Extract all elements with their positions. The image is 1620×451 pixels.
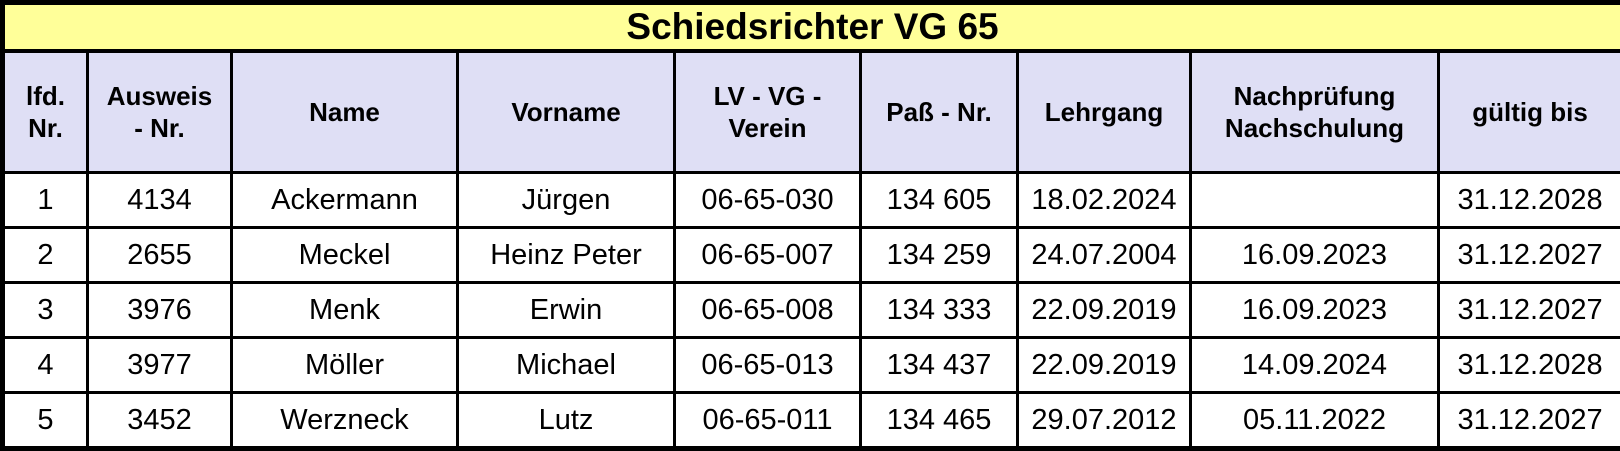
title-row: Schiedsrichter VG 65 (3, 3, 1620, 52)
cell-lehrgang: 18.02.2024 (1018, 173, 1191, 228)
cell-name: Werzneck (232, 393, 458, 449)
cell-vorname: Michael (458, 338, 675, 393)
table-row: 1 4134 Ackermann Jürgen 06-65-030 134 60… (3, 173, 1620, 228)
cell-lv-vg-verein: 06-65-008 (675, 283, 861, 338)
cell-lfd-nr: 2 (3, 228, 88, 283)
header-gueltig-bis: gültig bis (1439, 51, 1620, 173)
cell-lfd-nr: 4 (3, 338, 88, 393)
cell-lfd-nr: 3 (3, 283, 88, 338)
cell-nachpruefung: 05.11.2022 (1191, 393, 1439, 449)
cell-pass-nr: 134 605 (861, 173, 1018, 228)
cell-name: Meckel (232, 228, 458, 283)
column-header-row: lfd. Nr. Ausweis - Nr. Name Vorname LV -… (3, 51, 1620, 173)
cell-name: Menk (232, 283, 458, 338)
page-title: Schiedsrichter VG 65 (3, 3, 1620, 52)
header-lv-vg-verein: LV - VG - Verein (675, 51, 861, 173)
cell-nachpruefung: 16.09.2023 (1191, 283, 1439, 338)
cell-lfd-nr: 5 (3, 393, 88, 449)
cell-pass-nr: 134 259 (861, 228, 1018, 283)
cell-nachpruefung: 14.09.2024 (1191, 338, 1439, 393)
header-lfd-nr: lfd. Nr. (3, 51, 88, 173)
cell-ausweis-nr: 3452 (88, 393, 232, 449)
cell-lehrgang: 29.07.2012 (1018, 393, 1191, 449)
cell-nachpruefung: 16.09.2023 (1191, 228, 1439, 283)
table-row: 2 2655 Meckel Heinz Peter 06-65-007 134 … (3, 228, 1620, 283)
cell-name: Ackermann (232, 173, 458, 228)
cell-lv-vg-verein: 06-65-007 (675, 228, 861, 283)
header-vorname: Vorname (458, 51, 675, 173)
cell-gueltig-bis: 31.12.2028 (1439, 338, 1620, 393)
cell-nachpruefung (1191, 173, 1439, 228)
cell-vorname: Erwin (458, 283, 675, 338)
cell-pass-nr: 134 437 (861, 338, 1018, 393)
cell-lfd-nr: 1 (3, 173, 88, 228)
cell-gueltig-bis: 31.12.2027 (1439, 283, 1620, 338)
cell-ausweis-nr: 3976 (88, 283, 232, 338)
cell-pass-nr: 134 465 (861, 393, 1018, 449)
header-pass-nr: Paß - Nr. (861, 51, 1018, 173)
header-name: Name (232, 51, 458, 173)
cell-name: Möller (232, 338, 458, 393)
cell-gueltig-bis: 31.12.2028 (1439, 173, 1620, 228)
cell-lehrgang: 22.09.2019 (1018, 283, 1191, 338)
cell-lehrgang: 22.09.2019 (1018, 338, 1191, 393)
header-nachpruefung: Nachprüfung Nachschulung (1191, 51, 1439, 173)
cell-lv-vg-verein: 06-65-013 (675, 338, 861, 393)
cell-ausweis-nr: 4134 (88, 173, 232, 228)
cell-pass-nr: 134 333 (861, 283, 1018, 338)
cell-gueltig-bis: 31.12.2027 (1439, 228, 1620, 283)
table-row: 5 3452 Werzneck Lutz 06-65-011 134 465 2… (3, 393, 1620, 449)
cell-ausweis-nr: 3977 (88, 338, 232, 393)
cell-vorname: Lutz (458, 393, 675, 449)
header-ausweis-nr: Ausweis - Nr. (88, 51, 232, 173)
table-row: 3 3976 Menk Erwin 06-65-008 134 333 22.0… (3, 283, 1620, 338)
cell-gueltig-bis: 31.12.2027 (1439, 393, 1620, 449)
cell-ausweis-nr: 2655 (88, 228, 232, 283)
table-row: 4 3977 Möller Michael 06-65-013 134 437 … (3, 338, 1620, 393)
header-lehrgang: Lehrgang (1018, 51, 1191, 173)
cell-vorname: Heinz Peter (458, 228, 675, 283)
cell-lv-vg-verein: 06-65-011 (675, 393, 861, 449)
cell-lehrgang: 24.07.2004 (1018, 228, 1191, 283)
cell-vorname: Jürgen (458, 173, 675, 228)
cell-lv-vg-verein: 06-65-030 (675, 173, 861, 228)
